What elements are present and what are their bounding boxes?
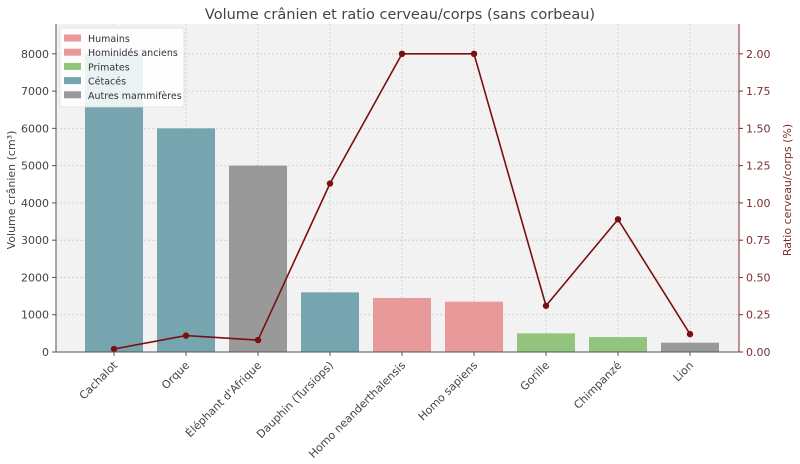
y-right-tick-label: 0.25 [746,309,771,322]
ratio-point [470,50,478,58]
ratio-line [110,50,694,353]
x-tick-label: Chimpanzé [571,359,624,412]
legend-swatch [64,77,81,85]
ratio-point [398,50,406,58]
ratio-point [254,336,262,344]
x-tick-label: Homo sapiens [416,359,480,423]
bar [517,333,575,352]
chart-title: Volume crânien et ratio cerveau/corps (s… [205,7,595,23]
legend-label: Autres mammifères [88,91,182,102]
y-right-tick-label: 0.50 [746,271,771,284]
legend-label: Hominidés anciens [88,48,178,59]
y-tick-label: 7000 [21,85,49,98]
y-right-tick-label: 1.75 [746,85,771,98]
y-right-tick-label: 2.00 [746,48,771,61]
bar [157,128,215,352]
bar [589,337,647,352]
x-tick-label: Dauphin (Tursiops) [254,359,336,441]
x-tick-label: Orque [159,359,192,392]
bar [301,292,359,352]
y-tick-label: 3000 [21,234,49,247]
y-right-tick-label: 0.75 [746,234,771,247]
x-tick-label: Cachalot [77,358,121,402]
y-right-tick-label: 1.25 [746,160,771,173]
right-axis-ticks: 0.00 0.25 0.50 0.75 1.00 1.25 1.50 1.75 2.00 [739,48,771,359]
x-tick-label: Éléphant d'Afrique [183,359,264,440]
bar [661,342,719,352]
y-tick-label: 1000 [21,309,49,322]
legend-box [59,27,185,108]
y-right-tick-label: 0.00 [746,346,771,359]
legend-swatch [64,34,81,42]
y-right-tick-label: 1.00 [746,197,771,210]
bar [445,301,503,352]
y-axis-title: Volume crânien (cm³) [5,131,18,250]
ratio-point [326,180,334,187]
y-tick-label: 6000 [21,122,49,135]
legend-swatch [64,91,81,99]
y-tick-label: 2000 [21,271,49,284]
axes [55,24,740,353]
left-axis-ticks: 0 1000 2000 3000 4000 5000 6000 7000 8000 [21,48,56,359]
x-tick-label: Lion [671,359,696,384]
legend-swatch [64,48,81,56]
ratio-point [614,216,622,223]
legend-swatch [64,62,81,70]
legend-label: Primates [88,62,130,73]
bar [229,165,287,352]
ratio-point [542,302,550,309]
y-tick-label: 0 [42,346,49,359]
legend-label: Humains [88,34,130,45]
ratio-point [182,332,190,339]
y-tick-label: 5000 [21,160,49,173]
ratio-point [110,345,118,353]
y-tick-label: 4000 [21,197,49,210]
y-right-tick-label: 1.50 [746,122,771,135]
y-tick-label: 8000 [21,48,49,61]
legend: Humains Hominidés anciens Primates Cétacés A… [59,27,185,108]
legend-label: Cétacés [88,77,126,88]
y-axis-right-title: Ratio cerveau/corps (%) [781,124,794,256]
ratio-point [686,330,694,338]
bar [373,297,431,352]
x-tick-label: Gorille [518,359,553,394]
